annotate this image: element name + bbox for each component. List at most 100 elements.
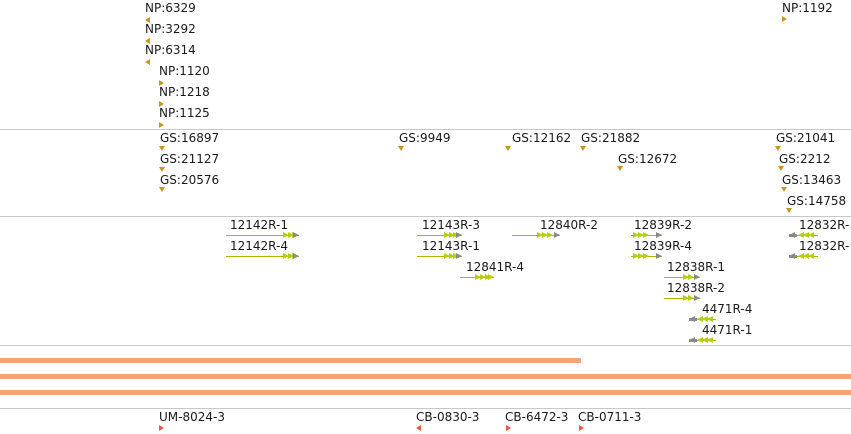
- gs-feature-label[interactable]: GS:12162: [512, 131, 572, 145]
- right-arrow-marker-icon[interactable]: [506, 425, 511, 431]
- exon-right-arrow-icon: [283, 232, 289, 238]
- gene-model[interactable]: [631, 253, 662, 260]
- gene-model[interactable]: [689, 337, 716, 344]
- gene-model[interactable]: [789, 232, 818, 239]
- gene-label[interactable]: 12839R-2: [634, 218, 692, 232]
- exon-right-arrow-icon: [638, 253, 644, 259]
- exon-right-arrow-icon: [444, 253, 450, 259]
- np-feature-label[interactable]: NP:1218: [159, 85, 210, 99]
- down-triangle-marker-icon[interactable]: [786, 208, 792, 213]
- right-arrow-marker-icon[interactable]: [159, 425, 164, 431]
- down-triangle-marker-icon[interactable]: [778, 166, 784, 171]
- gene-label[interactable]: 12142R-1: [230, 218, 288, 232]
- gene-model[interactable]: [631, 232, 662, 239]
- exon-right-arrow-icon: [683, 274, 689, 280]
- gene-model[interactable]: [460, 274, 494, 281]
- gs-feature-label[interactable]: GS:21041: [776, 131, 836, 145]
- coverage-bar[interactable]: [0, 390, 851, 395]
- gene-model[interactable]: [226, 253, 299, 260]
- down-triangle-marker-icon[interactable]: [398, 146, 404, 151]
- np-feature-label[interactable]: NP:1192: [782, 1, 833, 15]
- gs-feature-label[interactable]: GS:9949: [399, 131, 451, 145]
- gs-feature-label[interactable]: GS:14758: [787, 194, 847, 208]
- track-divider: [0, 129, 851, 130]
- left-arrow-marker-icon[interactable]: [416, 425, 421, 431]
- gene-model[interactable]: [664, 274, 700, 281]
- right-arrow-marker-icon[interactable]: [782, 16, 787, 22]
- gene-track: 12142R-1 12142R-4 12143R-3 12143R-1 1284…: [0, 217, 851, 345]
- gene-label[interactable]: 12838R-2: [667, 281, 725, 295]
- down-triangle-marker-icon[interactable]: [505, 146, 511, 151]
- down-triangle-marker-icon[interactable]: [159, 187, 165, 192]
- down-triangle-marker-icon[interactable]: [781, 187, 787, 192]
- np-feature-label[interactable]: NP:1120: [159, 64, 210, 78]
- gene-label[interactable]: 12832R-: [799, 218, 850, 232]
- marker-label[interactable]: CB-0711-3: [578, 410, 642, 424]
- np-feature-label[interactable]: NP:6314: [145, 43, 196, 57]
- np-feature-label[interactable]: NP:6329: [145, 1, 196, 15]
- gene-model[interactable]: [417, 253, 462, 260]
- exon-right-arrow-icon: [688, 274, 694, 280]
- down-triangle-marker-icon[interactable]: [775, 146, 781, 151]
- gene-label[interactable]: 12143R-1: [422, 239, 480, 253]
- exon-right-arrow-icon: [480, 274, 486, 280]
- gene-label[interactable]: 4471R-4: [702, 302, 753, 316]
- exon-left-arrow-icon: [803, 253, 809, 259]
- exon-right-arrow-icon: [633, 232, 639, 238]
- gene-label[interactable]: 12839R-4: [634, 239, 692, 253]
- gs-feature-label[interactable]: GS:13463: [782, 173, 842, 187]
- gene-model[interactable]: [417, 232, 462, 239]
- exon-left-arrow-icon: [707, 316, 713, 322]
- right-arrow-marker-icon[interactable]: [159, 122, 164, 128]
- gs-feature-label[interactable]: GS:21127: [160, 152, 220, 166]
- exon-right-arrow-icon: [554, 232, 560, 238]
- exon-left-arrow-icon: [702, 316, 708, 322]
- gene-model[interactable]: [226, 232, 299, 239]
- gs-feature-label[interactable]: GS:20576: [160, 173, 220, 187]
- gene-label[interactable]: 4471R-1: [702, 323, 753, 337]
- exon-right-arrow-icon: [293, 232, 299, 238]
- exon-left-arrow-icon: [803, 232, 809, 238]
- gene-label[interactable]: 12841R-4: [466, 260, 524, 274]
- gene-label[interactable]: 12832R-: [799, 239, 850, 253]
- marker-label[interactable]: CB-6472-3: [505, 410, 569, 424]
- gene-label[interactable]: 12143R-3: [422, 218, 480, 232]
- exon-right-arrow-icon: [656, 232, 662, 238]
- exon-left-arrow-icon: [697, 337, 703, 343]
- right-arrow-marker-icon[interactable]: [159, 80, 164, 86]
- gene-label[interactable]: 12142R-4: [230, 239, 288, 253]
- gene-model[interactable]: [789, 253, 818, 260]
- gs-feature-label[interactable]: GS:12672: [618, 152, 678, 166]
- exon-right-arrow-icon: [456, 232, 462, 238]
- right-arrow-marker-icon[interactable]: [579, 425, 584, 431]
- marker-label[interactable]: CB-0830-3: [416, 410, 480, 424]
- down-triangle-marker-icon[interactable]: [617, 166, 623, 171]
- exon-right-arrow-icon: [293, 253, 299, 259]
- coverage-bar[interactable]: [0, 358, 581, 363]
- gene-model[interactable]: [512, 232, 560, 239]
- gene-intron-line: [417, 256, 462, 257]
- left-arrow-marker-icon[interactable]: [145, 59, 150, 65]
- gs-feature-label[interactable]: GS:16897: [160, 131, 220, 145]
- right-arrow-marker-icon[interactable]: [159, 101, 164, 107]
- gs-feature-label[interactable]: GS:2212: [779, 152, 831, 166]
- exon-right-arrow-icon: [656, 253, 662, 259]
- gene-model[interactable]: [664, 295, 700, 302]
- coverage-bar[interactable]: [0, 374, 851, 379]
- gene-label[interactable]: 12840R-2: [540, 218, 598, 232]
- marker-label[interactable]: UM-8024-3: [159, 410, 225, 424]
- down-triangle-marker-icon[interactable]: [159, 167, 165, 172]
- down-triangle-marker-icon[interactable]: [580, 146, 586, 151]
- np-feature-label[interactable]: NP:3292: [145, 22, 196, 36]
- gene-label[interactable]: 12838R-1: [667, 260, 725, 274]
- np-feature-label[interactable]: NP:1125: [159, 106, 210, 120]
- left-arrow-marker-icon[interactable]: [145, 17, 150, 23]
- gene-model[interactable]: [689, 316, 716, 323]
- gene-intron-line: [664, 298, 700, 299]
- left-arrow-marker-icon[interactable]: [145, 38, 150, 44]
- gs-feature-label[interactable]: GS:21882: [581, 131, 641, 145]
- gene-intron-line: [417, 235, 462, 236]
- exon-right-arrow-icon: [542, 232, 548, 238]
- exon-right-arrow-icon: [488, 274, 494, 280]
- down-triangle-marker-icon[interactable]: [159, 146, 165, 151]
